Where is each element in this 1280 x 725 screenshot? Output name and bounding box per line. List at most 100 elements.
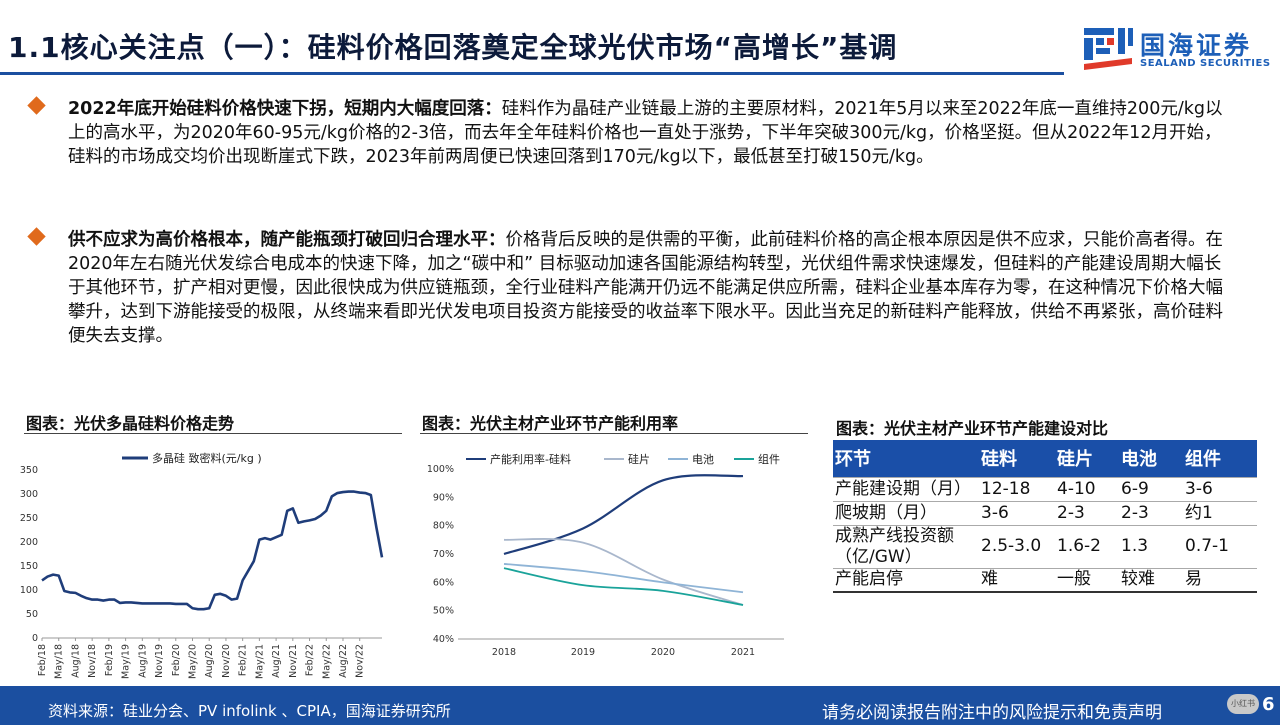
paragraph-text: 2022年底开始硅料价格快速下拐，短期内大幅度回落：硅料作为晶硅产业链最上游的主…	[38, 97, 1228, 169]
x-tick-label: Aug/18	[70, 644, 81, 678]
x-tick-label: Feb/19	[104, 644, 115, 676]
x-tick-label: Feb/21	[238, 644, 249, 676]
y-tick-label: 80%	[433, 521, 454, 532]
table-cell: 成熟产线投资额（亿/GW）	[833, 524, 979, 568]
y-tick-label: 100%	[427, 464, 454, 475]
x-tick-label: Feb/18	[37, 644, 48, 676]
x-tick-label: Nov/22	[355, 644, 366, 678]
y-tick-label: 250	[20, 513, 38, 524]
table-cell: 1.3	[1119, 524, 1183, 568]
paragraph-body: 价格背后反映的是供需的平衡，此前硅料价格的高企根本原因是供不应求，只能价高者得。…	[68, 230, 1223, 346]
y-tick-label: 350	[20, 465, 38, 476]
company-logo: 国海证券 SEALAND SECURITIES	[1082, 26, 1272, 72]
watermark-badge: 小红书	[1227, 694, 1259, 714]
table-cell: 难	[979, 567, 1055, 593]
figure-title-rule	[24, 433, 402, 434]
paragraph-lead: 2022年底开始硅料价格快速下拐，短期内大幅度回落：	[68, 99, 502, 119]
slide-header: 1.1核心关注点（一）：硅料价格回落奠定全球光伏市场“高增长”基调 国海证券 S…	[0, 0, 1280, 80]
sealand-logo-icon	[1084, 28, 1133, 70]
table-cell: 2-3	[1119, 500, 1183, 525]
capacity-utilization-chart: 40% 50% 60% 70% 80% 90% 100% 2018 2019 2020 2021 产能…	[427, 452, 784, 658]
x-tick-label: Feb/22	[305, 644, 316, 676]
figure-title-rule	[420, 433, 808, 434]
table-cell: 2-3	[1055, 500, 1119, 525]
table-row: 成熟产线投资额（亿/GW） 2.5-3.0 1.6-2 1.3 0.7-1	[833, 524, 1257, 568]
x-tick-label: Nov/18	[87, 644, 98, 678]
figure-title-price-trend: 图表：光伏多晶硅料价格走势	[26, 414, 235, 433]
series-line-0	[503, 474, 744, 556]
y-tick-label: 150	[20, 561, 38, 572]
legend-label: 产能利用率-硅料	[490, 452, 571, 466]
table-cell: 6-9	[1119, 476, 1183, 501]
x-tick-label: May/21	[254, 644, 265, 679]
table-cell: 易	[1183, 567, 1257, 593]
table-header-row: 环节 硅料 硅片 电池 组件	[833, 440, 1257, 477]
table-cell: 1.6-2	[1055, 524, 1119, 568]
title-underline	[0, 72, 1064, 75]
table-header-cell: 硅片	[1055, 440, 1119, 477]
polysilicon-price-chart: 0 50 100 150 200 250 300 350 Feb/18 May/18 Aug/18 N…	[20, 451, 384, 679]
page-number: 6	[1262, 694, 1275, 715]
table-cell: 一般	[1055, 567, 1119, 593]
source-note: 资料来源：硅业分会、PV infolink 、CPIA，国海证券研究所	[48, 702, 451, 720]
table-header-cell: 环节	[833, 440, 979, 477]
capacity-build-table: 环节 硅料 硅片 电池 组件 产能建设期（月） 12-18 4-10 6-9 3…	[833, 440, 1257, 593]
series-line-1	[503, 538, 744, 606]
table-cell: 3-6	[979, 500, 1055, 525]
y-tick-label: 50%	[433, 606, 454, 617]
table-row: 爬坡期（月） 3-6 2-3 2-3 约1	[833, 500, 1257, 525]
y-tick-label: 300	[20, 489, 38, 500]
x-tick-label: 2021	[731, 647, 755, 658]
x-tick-label: Nov/20	[221, 644, 232, 678]
table-header-cell: 电池	[1119, 440, 1183, 477]
paragraph-price-drop: 2022年底开始硅料价格快速下拐，短期内大幅度回落：硅料作为晶硅产业链最上游的主…	[27, 96, 1228, 169]
paragraph-lead: 供不应求为高价格根本，随产能瓶颈打破回归合理水平：	[68, 230, 506, 250]
x-tick-label: Feb/20	[171, 644, 182, 676]
paragraph-text: 供不应求为高价格根本，随产能瓶颈打破回归合理水平：价格背后反映的是供需的平衡，此…	[38, 228, 1228, 348]
series-line-2	[503, 563, 744, 594]
table-header-cell: 硅料	[979, 440, 1055, 477]
x-tick-label: Aug/22	[338, 644, 349, 678]
slide-footer: 资料来源：硅业分会、PV infolink 、CPIA，国海证券研究所 请务必阅…	[0, 686, 1280, 725]
table-cell: 2.5-3.0	[979, 524, 1055, 568]
table-cell: 约1	[1183, 500, 1257, 525]
x-tick-label: May/19	[121, 644, 132, 679]
figure-title-capacity-build: 图表：光伏主材产业环节产能建设对比	[836, 419, 1109, 438]
x-tick-label: Aug/19	[137, 644, 148, 678]
table-cell: 产能建设期（月）	[833, 476, 979, 501]
y-tick-label: 70%	[433, 549, 454, 560]
legend-label: 组件	[758, 452, 780, 466]
legend-label: 硅片	[628, 453, 650, 466]
x-tick-label: Aug/21	[271, 644, 282, 678]
y-tick-label: 100	[20, 585, 38, 596]
table-cell: 产能启停	[833, 567, 979, 593]
y-tick-label: 90%	[433, 492, 454, 503]
logo-chinese-name: 国海证券	[1140, 31, 1253, 60]
x-tick-label: Aug/20	[204, 644, 215, 678]
series-line-3	[503, 567, 744, 606]
logo-english-name: SEALAND SECURITIES	[1140, 58, 1271, 69]
y-tick-label: 60%	[433, 577, 454, 588]
paragraph-supply-demand: 供不应求为高价格根本，随产能瓶颈打破回归合理水平：价格背后反映的是供需的平衡，此…	[27, 227, 1228, 348]
table-cell: 3-6	[1183, 476, 1257, 501]
figure-title-utilization: 图表：光伏主材产业环节产能利用率	[422, 414, 679, 433]
x-tick-label: Nov/19	[154, 644, 165, 678]
x-tick-label: May/20	[187, 644, 198, 679]
table-cell: 12-18	[979, 476, 1055, 501]
table-cell: 较难	[1119, 567, 1183, 593]
paragraph-body: 硅料作为晶硅产业链最上游的主要原材料，2021年5月以来至2022年底一直维持2…	[68, 99, 1223, 167]
y-tick-label: 200	[20, 537, 38, 548]
table-row: 产能启停 难 一般 较难 易	[833, 567, 1257, 593]
table-cell: 爬坡期（月）	[833, 500, 979, 525]
legend-label: 电池	[692, 453, 714, 466]
y-tick-label: 50	[26, 609, 38, 620]
x-tick-label: May/18	[54, 644, 65, 679]
disclaimer-link[interactable]: 请务必阅读报告附注中的风险提示和免责声明	[822, 703, 1162, 723]
price-series-line	[41, 490, 384, 611]
table-cell: 0.7-1	[1183, 524, 1257, 568]
slide-title: 1.1核心关注点（一）：硅料价格回落奠定全球光伏市场“高增长”基调	[8, 31, 898, 64]
x-tick-label: Nov/21	[288, 644, 299, 678]
x-tick-label: May/22	[321, 644, 332, 679]
table-cell: 4-10	[1055, 476, 1119, 501]
table-header-cell: 组件	[1183, 440, 1257, 477]
